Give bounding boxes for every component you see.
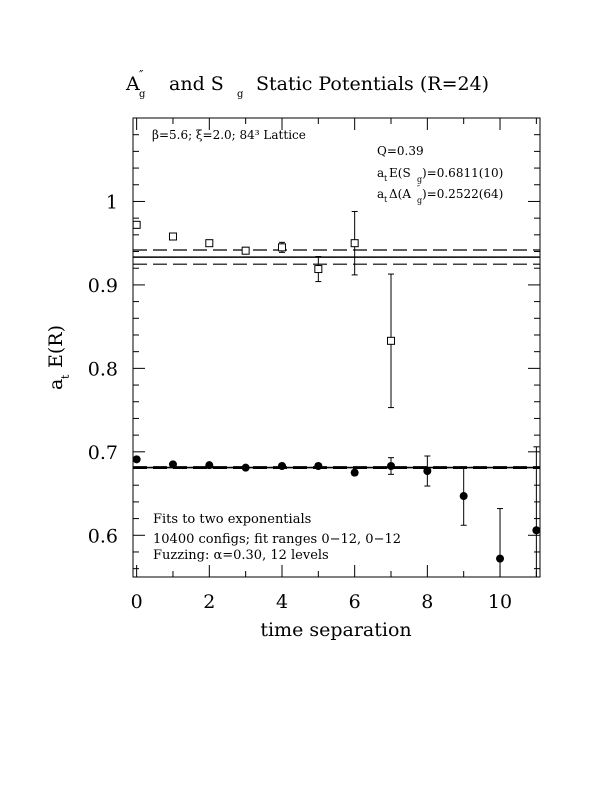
q-value: Q=0.39 (377, 144, 424, 158)
title-middle: and S (169, 73, 224, 95)
da-sup: ″ (417, 184, 420, 193)
data-point-sg (350, 468, 359, 477)
y-tick-label: 0.9 (88, 275, 118, 297)
chart-title: A ″ g and S g Static Potentials (R=24) (125, 68, 489, 100)
y-tick-label: 0.8 (88, 358, 118, 380)
x-tick-label: 2 (203, 591, 215, 613)
fit-note-line-1: Fits to two exponentials (153, 512, 311, 527)
title-middle-sub: g (237, 89, 244, 100)
da-t: t (384, 195, 388, 204)
data-point-sg (277, 462, 286, 471)
y-axis-label: a t E(R) (45, 325, 72, 390)
data-point-ag (350, 239, 359, 248)
data-point-sg (314, 462, 323, 471)
x-tick-label: 0 (131, 591, 143, 613)
es-end: )=0.6811(10) (422, 166, 503, 180)
y-label-t: t (59, 374, 72, 379)
es-mid: E(S (389, 166, 411, 180)
title-a: A (125, 73, 140, 95)
data-point-sg (168, 460, 177, 469)
plot-frame (132, 117, 541, 578)
data-point-ag (241, 246, 250, 255)
da-a: a (377, 187, 384, 201)
y-label-rest: E(R) (45, 325, 67, 368)
data-point-ag (168, 232, 177, 241)
data-point-ag (132, 220, 141, 229)
fit-note-line-2: 10400 configs; fit ranges 0−12, 0−12 (153, 532, 401, 547)
y-tick-label: 0.7 (88, 442, 118, 464)
data-point-ag (205, 239, 214, 248)
data-point-sg (459, 492, 468, 501)
title-a-sup: ″ (139, 68, 144, 82)
y-label-a: a (45, 379, 67, 390)
fit-note-line-3: Fuzzing: α=0.30, 12 levels (153, 548, 329, 563)
data-point-sg (241, 463, 250, 472)
da-end: )=0.2522(64) (422, 187, 503, 201)
data-marks (132, 210, 541, 577)
x-tick-label: 4 (276, 591, 288, 613)
data-point-sg (532, 526, 541, 535)
y-tick-label: 0.6 (88, 525, 118, 547)
da-sub: g (417, 196, 422, 205)
data-point-ag (277, 243, 286, 252)
data-point-ag (387, 336, 396, 345)
data-point-sg (496, 554, 505, 563)
x-tick-label: 8 (421, 591, 433, 613)
y-tick-label: 1 (106, 191, 118, 213)
tick-labels: 0 2 4 6 8 10 0.6 0.7 0.8 0.9 1 (88, 191, 512, 613)
title-a-sub: g (139, 89, 146, 100)
data-point-ag (314, 265, 323, 274)
es-sub: g (417, 175, 422, 184)
data-point-sg (205, 461, 214, 470)
data-point-sg (423, 467, 432, 476)
es-a: a (377, 166, 384, 180)
fit-stats: Q=0.39 a t E(S g )=0.6811(10) a t Δ(A ″ … (377, 144, 503, 205)
da-mid: Δ(A (389, 187, 411, 201)
fit-note: Fits to two exponentials 10400 configs; … (153, 512, 401, 563)
lattice-note: β=5.6; ξ=2.0; 84³ Lattice (152, 128, 306, 142)
x-tick-label: 6 (349, 591, 361, 613)
x-tick-label: 10 (488, 591, 512, 613)
es-t: t (384, 174, 388, 183)
fit-lines (133, 249, 540, 470)
data-point-sg (132, 455, 141, 464)
data-point-sg (387, 462, 396, 471)
x-axis-label: time separation (260, 619, 411, 641)
title-rest: Static Potentials (R=24) (256, 73, 489, 95)
